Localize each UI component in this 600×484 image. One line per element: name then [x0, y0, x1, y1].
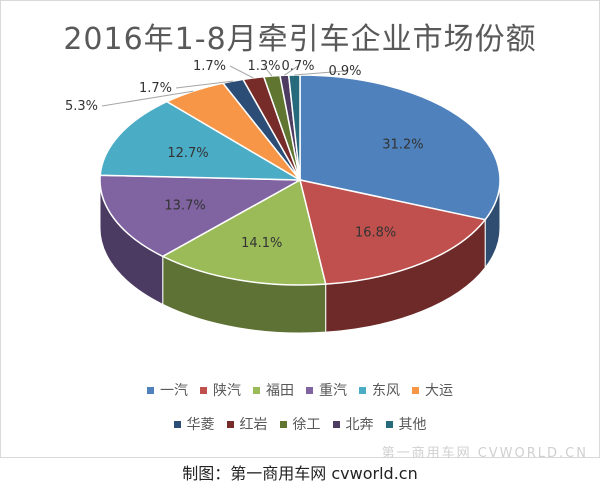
pie-label-2: 16.8%: [355, 226, 396, 241]
legend-label-2: 陕汽: [213, 383, 241, 399]
legend-swatch-4: [306, 386, 313, 394]
legend-label-11: 其他: [398, 417, 427, 433]
pie-slice-3: [161, 178, 327, 286]
legend-label-9: 徐工: [292, 417, 321, 433]
footer-credit: 制图：第一商用车网 cvworld.cn: [182, 464, 418, 483]
pie-slice-2: [298, 179, 487, 285]
legend-item-11: 其他: [385, 414, 427, 434]
legend-item-9: 徐工: [279, 414, 321, 434]
pie-leader-9: [263, 65, 273, 77]
legend-swatch-2: [200, 386, 207, 394]
legend-row-2: 华菱 红岩 徐工 北奔 其他: [110, 414, 490, 434]
legend-item-5: 东风: [359, 380, 400, 400]
pie-label-10: 0.7%: [281, 59, 314, 74]
legend-label-1: 一汽: [160, 383, 188, 399]
legend-swatch-1: [147, 386, 154, 394]
legend-label-8: 红岩: [239, 417, 268, 433]
legend-swatch-11: [385, 420, 393, 428]
pie-label-6: 5.3%: [65, 99, 98, 114]
pie-leader-11: [294, 70, 346, 76]
pie-labels: 31.2% 16.8% 14.1% 13.7% 12.7% 5.3% 1.7% 1.7% 1.3…: [65, 59, 424, 251]
legend-item-6: 大运: [412, 380, 453, 400]
legend-item-1: 一汽: [147, 380, 188, 400]
legend-swatch-7: [173, 420, 181, 428]
legend-swatch-8: [226, 420, 234, 428]
legend-label-10: 北奔: [345, 417, 374, 433]
legend-item-8: 红岩: [226, 414, 268, 434]
pie-leader-7: [175, 80, 233, 89]
pie-leader-10: [284, 65, 299, 76]
legend-label-4: 重汽: [319, 383, 347, 399]
pie-label-5: 12.7%: [167, 146, 208, 161]
pie-slice-4: [99, 174, 303, 258]
pie-leader-8: [229, 65, 254, 79]
legend-label-6: 大运: [425, 383, 453, 399]
pie-label-8: 1.7%: [193, 59, 226, 74]
legend-item-10: 北奔: [332, 414, 374, 434]
pie-label-9: 1.3%: [247, 59, 280, 74]
legend-swatch-5: [359, 386, 366, 394]
legend-item-3: 福田: [253, 380, 294, 400]
legend-label-7: 华菱: [186, 417, 215, 433]
legend-label-5: 东风: [372, 383, 400, 399]
watermark-text: 第一商用车网 CVWORLD.CN: [381, 446, 588, 461]
legend-swatch-9: [279, 420, 287, 428]
pie-label-7: 1.7%: [139, 81, 172, 96]
legend-item-4: 重汽: [306, 380, 347, 400]
pie-leader-6: [101, 90, 194, 107]
legend-swatch-3: [253, 386, 260, 394]
legend-item-7: 华菱: [173, 414, 215, 434]
legend-row-1: 一汽 陕汽 福田 重汽 东风 大运: [110, 380, 490, 400]
pie-slice-5: [99, 100, 303, 181]
legend-swatch-10: [332, 420, 340, 428]
pie-slice-1: [299, 74, 501, 221]
pie-chart: 31.2% 16.8% 14.1% 13.7% 12.7% 5.3% 1.7% 1.7% 1.3…: [65, 59, 501, 334]
legend-item-2: 陕汽: [200, 380, 241, 400]
pie-label-1: 31.2%: [382, 138, 423, 153]
chart-legend: 一汽 陕汽 福田 重汽 东风 大运 华菱 红岩 徐工 北奔 其他: [110, 380, 490, 448]
pie-label-4: 13.7%: [164, 198, 205, 213]
legend-label-3: 福田: [266, 383, 294, 399]
chart-title: 2016年1-8月牵引车企业市场份额: [63, 22, 537, 57]
pie-side-walls: [99, 179, 501, 334]
pie-label-3: 14.1%: [241, 236, 282, 251]
legend-swatch-6: [412, 386, 419, 394]
pie-slices: [99, 74, 501, 286]
pie-label-11: 0.9%: [328, 64, 361, 79]
